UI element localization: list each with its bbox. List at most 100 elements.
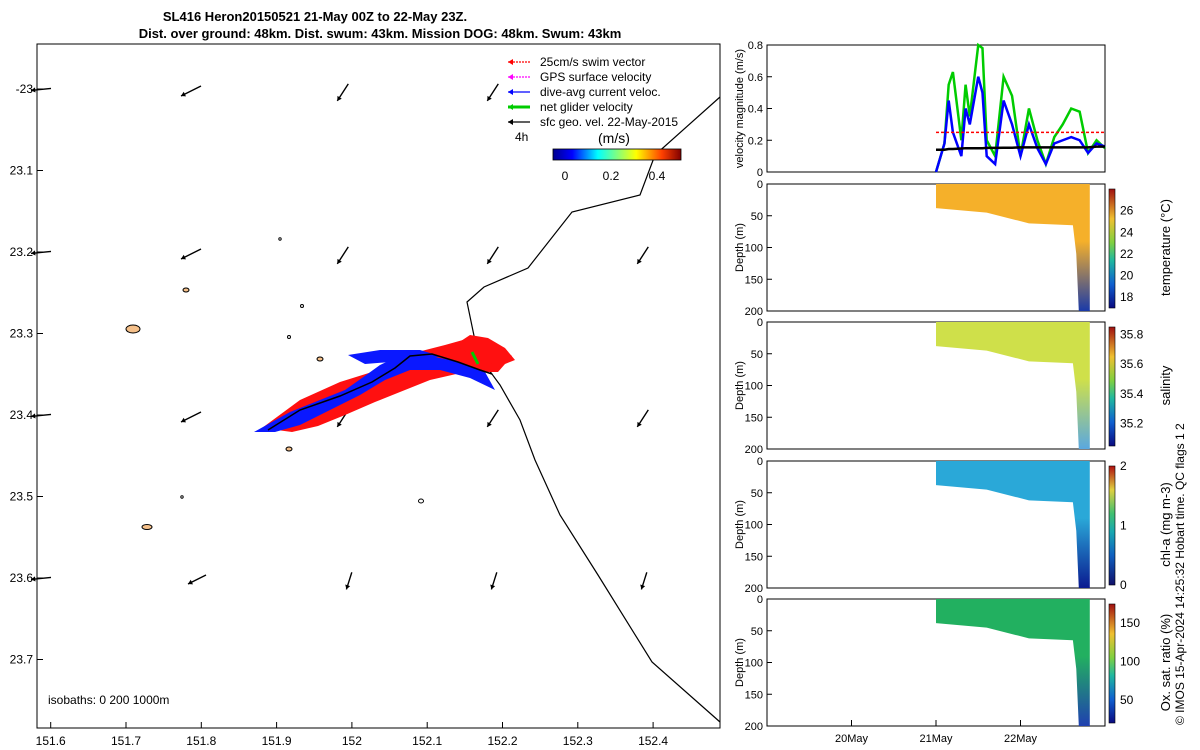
heatmap-y-tick-label: 100 bbox=[745, 658, 763, 670]
geo-arrow-head bbox=[337, 95, 342, 101]
colorbar-tick-label: 35.4 bbox=[1120, 387, 1144, 401]
heatmap-y-tick-label: 200 bbox=[745, 583, 763, 595]
colorbar-label: Ox. sat. ratio (%) bbox=[1158, 614, 1173, 712]
map-y-tick-label: 23.2 bbox=[10, 245, 34, 259]
heatmap-colorbar bbox=[1108, 188, 1116, 309]
colorbar-tick-label: 100 bbox=[1120, 655, 1140, 669]
heatmap-y-tick-label: 200 bbox=[745, 444, 763, 456]
colorbar-interval-label: 4h bbox=[515, 130, 528, 144]
legend-label: dive-avg current veloc. bbox=[540, 85, 661, 99]
net-glider-velocity-arrow bbox=[470, 351, 480, 365]
reef-outline bbox=[418, 498, 424, 504]
legend-swatch-head bbox=[508, 119, 513, 125]
isobaths-label: isobaths: 0 200 1000m bbox=[48, 693, 169, 707]
geo-arrow-head bbox=[487, 95, 492, 101]
current-vectors bbox=[254, 350, 495, 432]
geo-arrow-head bbox=[487, 258, 492, 264]
reef-island bbox=[125, 324, 141, 334]
map-x-axis: 151.6 151.7 151.8 151.9 152 152.1 152.2 152.3 15… bbox=[36, 722, 668, 748]
colorbar-tick-label: 50 bbox=[1120, 693, 1134, 707]
legend-swatch-head bbox=[508, 59, 513, 65]
reef-island bbox=[316, 356, 324, 362]
speed-colorbar bbox=[552, 148, 682, 161]
time-tick-label: 22May bbox=[1004, 733, 1038, 745]
colorbar-tick-label: 35.2 bbox=[1120, 417, 1144, 431]
map-x-tick-label: 151.8 bbox=[186, 734, 216, 748]
geo-arrow-head bbox=[31, 250, 36, 256]
heatmap-y-tick-label: 150 bbox=[745, 412, 763, 424]
heatmap-ylabel: Depth (m) bbox=[734, 638, 746, 687]
colorbar-tick-label: 0.4 bbox=[649, 169, 666, 183]
reef-island bbox=[285, 446, 293, 452]
map-y-tick-label: 23.1 bbox=[10, 164, 34, 178]
velocity-y-tick-label: 0.8 bbox=[748, 40, 763, 52]
time-tick-label: 21May bbox=[919, 733, 953, 745]
reef-outline bbox=[180, 495, 184, 499]
heatmap-y-tick-label: 150 bbox=[745, 551, 763, 563]
heatmap-y-tick-label: 200 bbox=[745, 721, 763, 733]
colorbar-tick-label: 35.8 bbox=[1120, 327, 1144, 341]
colorbar-tick-label: 0 bbox=[1120, 578, 1127, 592]
legend-label: net glider velocity bbox=[540, 100, 633, 114]
colorbar-tick-label: 24 bbox=[1120, 225, 1134, 239]
heatmap-y-tick-label: 0 bbox=[757, 456, 763, 468]
current-vector-band bbox=[348, 350, 440, 364]
title-line2: Dist. over ground: 48km. Dist. swum: 43k… bbox=[139, 26, 622, 41]
geo-velocity-arrows bbox=[30, 83, 649, 590]
geo-arrow-head bbox=[490, 584, 496, 590]
map-y-tick-label: 23.6 bbox=[10, 571, 34, 585]
geo-arrow-head bbox=[31, 576, 36, 582]
legend-label: sfc geo. vel. 22-May-2015 bbox=[540, 115, 678, 129]
velocity-y-tick-label: 0 bbox=[757, 167, 763, 179]
map-y-tick-label: -23 bbox=[16, 82, 34, 96]
legend-label: GPS surface velocity bbox=[540, 70, 651, 84]
heatmap-y-tick-label: 100 bbox=[745, 243, 763, 255]
map-x-tick-label: 151.9 bbox=[262, 734, 292, 748]
heatmap-y-tick-label: 150 bbox=[745, 689, 763, 701]
geo-arrow-head bbox=[337, 258, 342, 264]
colorbar-tick-label: 0 bbox=[562, 169, 569, 183]
heatmap-colorbar bbox=[1108, 603, 1116, 724]
heatmap-data-region bbox=[936, 461, 1090, 588]
legend-swatch-head bbox=[508, 104, 513, 110]
glider-track bbox=[267, 353, 493, 431]
map-y-tick-label: 23.4 bbox=[10, 408, 34, 422]
velocity-series-line bbox=[936, 145, 1105, 152]
heatmap-ylabel: Depth (m) bbox=[734, 223, 746, 272]
colorbar-label: chl-a (mg m-3) bbox=[1158, 482, 1173, 567]
velocity-series-line bbox=[934, 76, 1106, 173]
reef-island bbox=[141, 524, 153, 530]
colorbar-tick-label: 0.2 bbox=[603, 169, 620, 183]
colorbar-units: (m/s) bbox=[598, 130, 630, 146]
heatmap-y-tick-label: 0 bbox=[757, 317, 763, 329]
colorbar-tick-label: 20 bbox=[1120, 269, 1134, 283]
map-y-tick-label: 23.5 bbox=[10, 490, 34, 504]
colorbar-ticks: 0 0.2 0.4 bbox=[562, 169, 666, 183]
map-x-tick-label: 152.4 bbox=[638, 734, 668, 748]
geo-arrow-head bbox=[337, 421, 342, 427]
geo-arrow-head bbox=[487, 421, 492, 427]
heatmap-colorbar bbox=[1108, 465, 1116, 586]
map-x-tick-label: 151.7 bbox=[111, 734, 141, 748]
current-vector-band bbox=[254, 355, 495, 432]
geo-arrow-head bbox=[640, 584, 646, 590]
velocity-y-tick-label: 0.6 bbox=[748, 72, 763, 84]
velocity-y-tick-label: 0.2 bbox=[748, 135, 763, 147]
heatmap-y-tick-label: 200 bbox=[745, 306, 763, 318]
map-x-tick-label: 152.3 bbox=[563, 734, 593, 748]
geo-arrow-head bbox=[181, 254, 186, 260]
heatmap-y-tick-label: 100 bbox=[745, 381, 763, 393]
map-y-axis: -23 23.1 23.2 23.3 23.4 23.5 23.6 23.7 bbox=[10, 82, 43, 667]
map-x-tick-label: 152.1 bbox=[412, 734, 442, 748]
geo-arrow-head bbox=[181, 91, 186, 97]
colorbar-label: salinity bbox=[1158, 365, 1173, 405]
map-y-tick-label: 23.7 bbox=[10, 653, 34, 667]
geo-arrow-head bbox=[31, 87, 36, 93]
velocity-y-tick-label: 0.4 bbox=[748, 104, 763, 116]
colorbar-tick-label: 2 bbox=[1120, 459, 1127, 473]
heatmap-data-region bbox=[936, 184, 1090, 311]
velocity-series-line bbox=[934, 42, 1106, 173]
heatmap-y-tick-label: 50 bbox=[751, 211, 763, 223]
